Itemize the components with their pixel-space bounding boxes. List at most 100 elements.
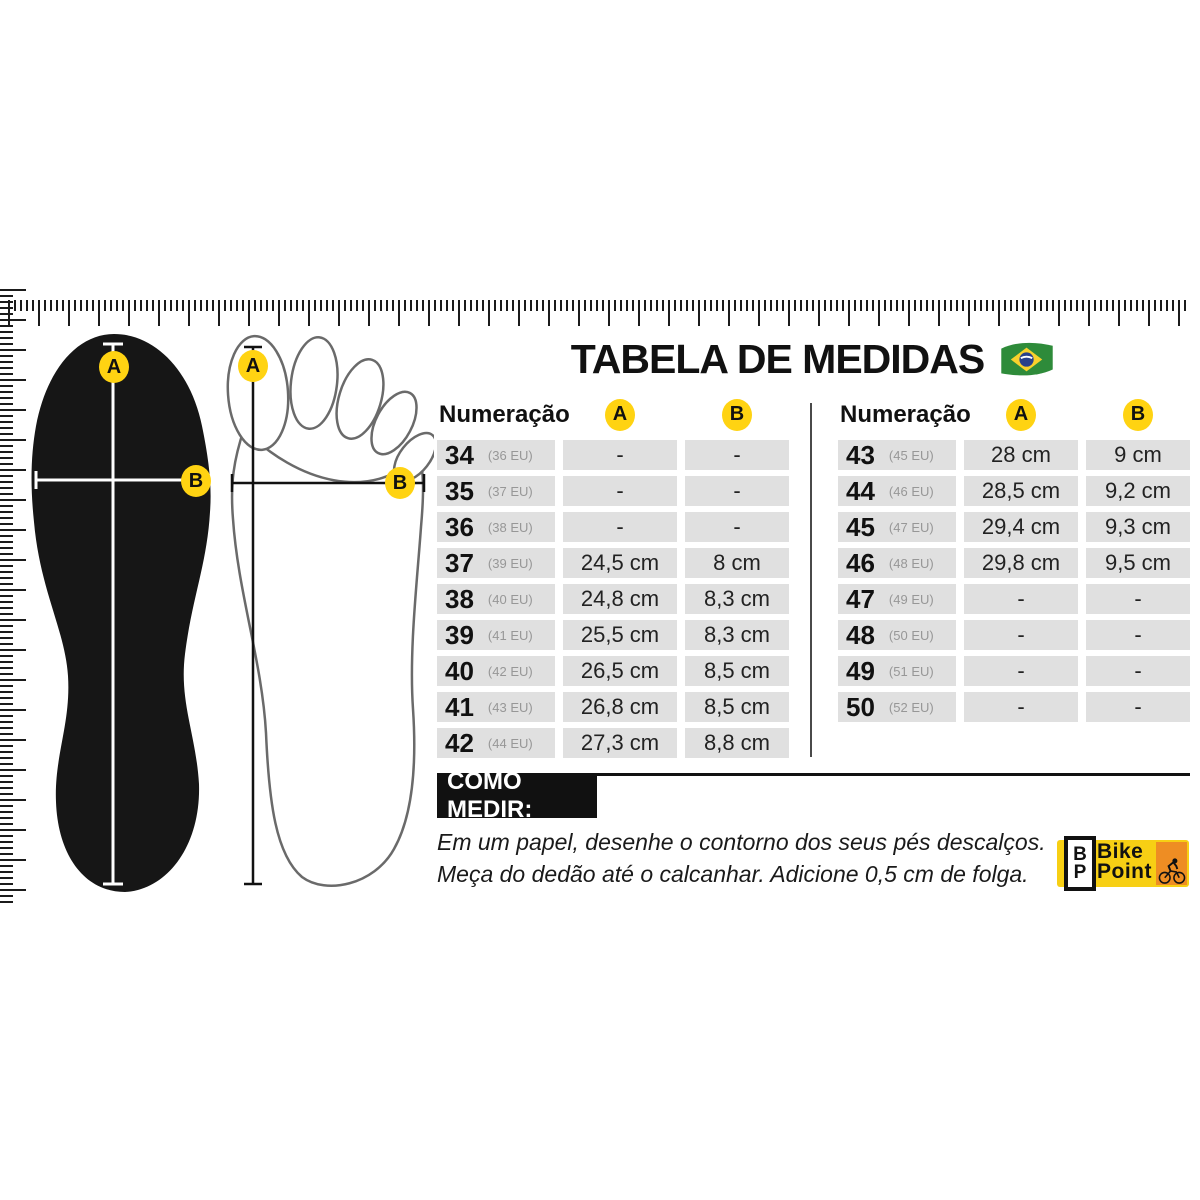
instruction-line-2: Meça do dedão até o calcanhar. Adicione … xyxy=(437,861,1029,888)
size-label: 48 xyxy=(846,620,875,650)
measure-b-cell: - xyxy=(685,512,789,542)
measure-a-cell: 26,8 cm xyxy=(563,692,677,722)
logo-badge-b: B xyxy=(1073,844,1087,866)
horizontal-ruler xyxy=(8,300,1190,326)
eu-size-label: (39 EU) xyxy=(487,555,533,571)
measure-b-cell: 8,8 cm xyxy=(685,728,789,758)
sole-silhouette xyxy=(31,334,214,892)
size-label: 45 xyxy=(846,512,875,542)
measure-b-cell: 9,3 cm xyxy=(1086,512,1190,542)
vertical-ruler xyxy=(0,289,26,907)
eu-size-label: (48 EU) xyxy=(888,555,934,571)
eu-size-label: (44 EU) xyxy=(487,735,533,751)
eu-size-label: (43 EU) xyxy=(487,699,533,715)
eu-size-label: (49 EU) xyxy=(888,591,934,607)
title-text: TABELA DE MEDIDAS xyxy=(570,336,985,382)
measure-a-cell: - xyxy=(964,692,1078,722)
measure-a-cell: - xyxy=(964,620,1078,650)
size-cell: 47 (49 EU) xyxy=(838,584,956,614)
size-label: 34 xyxy=(445,440,474,470)
size-cell: 50 (52 EU) xyxy=(838,692,956,722)
table-row: 37 (39 EU) 24,5 cm 8 cm xyxy=(437,548,789,578)
size-cell: 46 (48 EU) xyxy=(838,548,956,578)
size-cell: 39 (41 EU) xyxy=(437,620,555,650)
header-b-badge: B xyxy=(1123,398,1153,431)
table-header: Numeração A B xyxy=(437,395,789,434)
size-label: 50 xyxy=(846,692,875,722)
measure-a-cell: 26,5 cm xyxy=(563,656,677,686)
size-label: 46 xyxy=(846,548,875,578)
eu-size-label: (47 EU) xyxy=(888,519,934,535)
eu-size-label: (37 EU) xyxy=(487,483,533,499)
sole-measure-b-badge: B xyxy=(181,465,211,497)
brazil-flag-icon xyxy=(1001,342,1053,376)
page-title: TABELA DE MEDIDAS xyxy=(437,336,1190,383)
cyclist-icon xyxy=(1158,858,1186,884)
measure-b-cell: 8,3 cm xyxy=(685,620,789,650)
size-table-43-50: Numeração A B 43 (45 EU) 28 cm 9 cm 44 (… xyxy=(838,395,1190,728)
como-medir-instructions: Em um papel, desenhe o contorno dos seus… xyxy=(437,826,1097,890)
sole-measure-a-badge: A xyxy=(99,351,129,383)
table-row: 44 (46 EU) 28,5 cm 9,2 cm xyxy=(838,476,1190,506)
size-label: 35 xyxy=(445,476,474,506)
table-row: 46 (48 EU) 29,8 cm 9,5 cm xyxy=(838,548,1190,578)
size-label: 43 xyxy=(846,440,875,470)
table-row: 43 (45 EU) 28 cm 9 cm xyxy=(838,440,1190,470)
size-label: 38 xyxy=(445,584,474,614)
table-row: 47 (49 EU) - - xyxy=(838,584,1190,614)
table-row: 50 (52 EU) - - xyxy=(838,692,1190,722)
table-body: 43 (45 EU) 28 cm 9 cm 44 (46 EU) 28,5 cm… xyxy=(838,440,1190,722)
table-row: 35 (37 EU) - - xyxy=(437,476,789,506)
header-numeracao: Numeração xyxy=(439,400,570,428)
measure-a-cell: 27,3 cm xyxy=(563,728,677,758)
measure-b-cell: 9 cm xyxy=(1086,440,1190,470)
size-cell: 40 (42 EU) xyxy=(437,656,555,686)
header-b-badge: B xyxy=(722,398,752,431)
measure-a-cell: - xyxy=(964,584,1078,614)
measure-a-cell: - xyxy=(563,476,677,506)
measure-b-cell: 9,2 cm xyxy=(1086,476,1190,506)
size-label: 47 xyxy=(846,584,875,614)
size-cell: 44 (46 EU) xyxy=(838,476,956,506)
foot-measure-a-badge: A xyxy=(238,350,268,382)
size-label: 44 xyxy=(846,476,875,506)
logo-bp-badge: B P xyxy=(1064,836,1096,891)
table-row: 38 (40 EU) 24,8 cm 8,3 cm xyxy=(437,584,789,614)
measure-a-cell: - xyxy=(563,440,677,470)
size-cell: 36 (38 EU) xyxy=(437,512,555,542)
table-divider xyxy=(810,403,812,757)
logo-line-point: Point xyxy=(1097,859,1152,883)
size-cell: 37 (39 EU) xyxy=(437,548,555,578)
measure-b-cell: 8,5 cm xyxy=(685,692,789,722)
table-row: 40 (42 EU) 26,5 cm 8,5 cm xyxy=(437,656,789,686)
size-label: 37 xyxy=(445,548,474,578)
eu-size-label: (51 EU) xyxy=(888,663,934,679)
measure-b-cell: - xyxy=(1086,584,1190,614)
measure-b-cell: 8 cm xyxy=(685,548,789,578)
table-header: Numeração A B xyxy=(838,395,1190,434)
size-cell: 42 (44 EU) xyxy=(437,728,555,758)
measure-b-cell: - xyxy=(685,440,789,470)
size-table-34-42: Numeração A B 34 (36 EU) - - 35 (37 EU) … xyxy=(437,395,789,764)
measure-a-cell: 29,8 cm xyxy=(964,548,1078,578)
measure-b-cell: - xyxy=(1086,656,1190,686)
measure-a-cell: - xyxy=(563,512,677,542)
table-row: 48 (50 EU) - - xyxy=(838,620,1190,650)
eu-size-label: (41 EU) xyxy=(487,627,533,643)
cyclist-box xyxy=(1156,842,1187,885)
measure-b-cell: - xyxy=(1086,692,1190,722)
table-row: 49 (51 EU) - - xyxy=(838,656,1190,686)
measure-a-cell: 28,5 cm xyxy=(964,476,1078,506)
logo-badge-p: P xyxy=(1073,861,1087,883)
como-medir-heading: COMO MEDIR: xyxy=(437,768,597,823)
size-cell: 48 (50 EU) xyxy=(838,620,956,650)
eu-size-label: (38 EU) xyxy=(487,519,533,535)
measure-b-cell: - xyxy=(1086,620,1190,650)
size-cell: 45 (47 EU) xyxy=(838,512,956,542)
size-cell: 43 (45 EU) xyxy=(838,440,956,470)
size-label: 41 xyxy=(445,692,474,722)
size-label: 49 xyxy=(846,656,875,686)
size-cell: 41 (43 EU) xyxy=(437,692,555,722)
section-rule xyxy=(437,773,1190,776)
